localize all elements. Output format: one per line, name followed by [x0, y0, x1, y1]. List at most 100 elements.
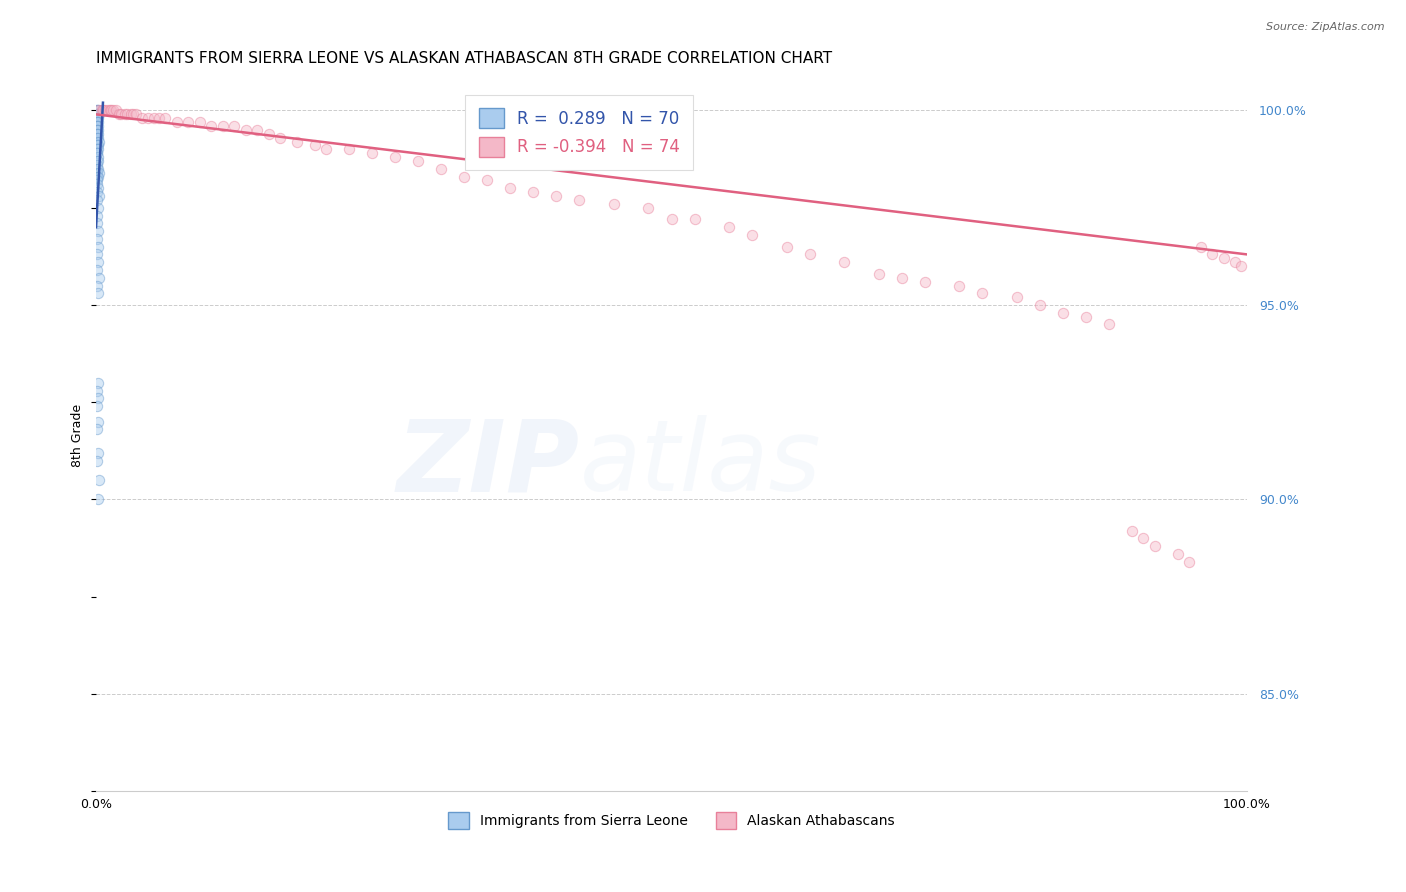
Point — [86, 115, 108, 129]
Point — [224, 119, 246, 133]
Point — [87, 446, 110, 460]
Point — [718, 220, 741, 235]
Point — [86, 154, 108, 169]
Point — [87, 392, 110, 406]
Point — [108, 107, 131, 121]
Point — [89, 189, 111, 203]
Point — [86, 112, 108, 126]
Point — [87, 119, 110, 133]
Point — [86, 193, 108, 207]
Point — [87, 150, 110, 164]
Point — [166, 115, 188, 129]
Point — [453, 169, 475, 184]
Point — [287, 135, 309, 149]
Point — [546, 189, 568, 203]
Point — [89, 107, 111, 121]
Point — [86, 103, 108, 118]
Point — [87, 255, 110, 269]
Text: ZIP: ZIP — [396, 416, 579, 512]
Point — [972, 286, 994, 301]
Point — [86, 123, 108, 137]
Point — [86, 209, 108, 223]
Point — [87, 415, 110, 429]
Point — [1167, 547, 1189, 561]
Point — [890, 270, 912, 285]
Point — [1201, 247, 1223, 261]
Text: atlas: atlas — [579, 416, 821, 512]
Point — [661, 212, 683, 227]
Point — [87, 239, 110, 253]
Point — [568, 193, 591, 207]
Point — [269, 130, 291, 145]
Point — [86, 158, 108, 172]
Point — [1143, 539, 1166, 553]
Point — [86, 399, 108, 413]
Point — [120, 107, 142, 121]
Point — [87, 103, 110, 118]
Point — [246, 123, 269, 137]
Point — [115, 107, 138, 121]
Point — [1132, 532, 1154, 546]
Point — [188, 115, 211, 129]
Point — [1230, 259, 1253, 273]
Point — [86, 119, 108, 133]
Point — [86, 422, 108, 436]
Point — [914, 275, 936, 289]
Point — [89, 135, 111, 149]
Point — [122, 107, 145, 121]
Point — [110, 107, 132, 121]
Point — [832, 255, 855, 269]
Point — [741, 227, 763, 242]
Point — [87, 181, 110, 195]
Point — [1189, 239, 1212, 253]
Point — [86, 146, 108, 161]
Point — [89, 103, 111, 118]
Point — [1052, 306, 1074, 320]
Point — [1121, 524, 1143, 538]
Point — [136, 112, 159, 126]
Point — [86, 119, 108, 133]
Point — [98, 103, 121, 118]
Point — [86, 138, 108, 153]
Point — [87, 492, 110, 507]
Point — [1178, 555, 1201, 569]
Point — [86, 173, 108, 187]
Point — [775, 239, 797, 253]
Point — [948, 278, 970, 293]
Legend: Immigrants from Sierra Leone, Alaskan Athabascans: Immigrants from Sierra Leone, Alaskan At… — [443, 806, 901, 834]
Point — [86, 247, 108, 261]
Point — [86, 146, 108, 161]
Point — [94, 103, 117, 118]
Point — [87, 107, 110, 121]
Point — [499, 181, 522, 195]
Point — [86, 107, 108, 121]
Point — [86, 185, 108, 199]
Point — [148, 112, 170, 126]
Point — [1029, 298, 1052, 312]
Point — [87, 123, 110, 137]
Point — [86, 166, 108, 180]
Point — [1074, 310, 1097, 324]
Point — [86, 161, 108, 176]
Point — [86, 112, 108, 126]
Point — [315, 142, 337, 156]
Point — [89, 473, 111, 487]
Point — [104, 103, 127, 118]
Point — [87, 224, 110, 238]
Point — [86, 115, 108, 129]
Point — [86, 135, 108, 149]
Point — [799, 247, 821, 261]
Point — [96, 103, 118, 118]
Point — [603, 197, 626, 211]
Point — [87, 127, 110, 141]
Point — [86, 142, 108, 156]
Point — [408, 154, 430, 169]
Point — [683, 212, 706, 227]
Point — [86, 107, 108, 121]
Point — [86, 384, 108, 398]
Point — [257, 127, 280, 141]
Point — [142, 112, 165, 126]
Point — [86, 130, 108, 145]
Point — [304, 138, 326, 153]
Point — [87, 201, 110, 215]
